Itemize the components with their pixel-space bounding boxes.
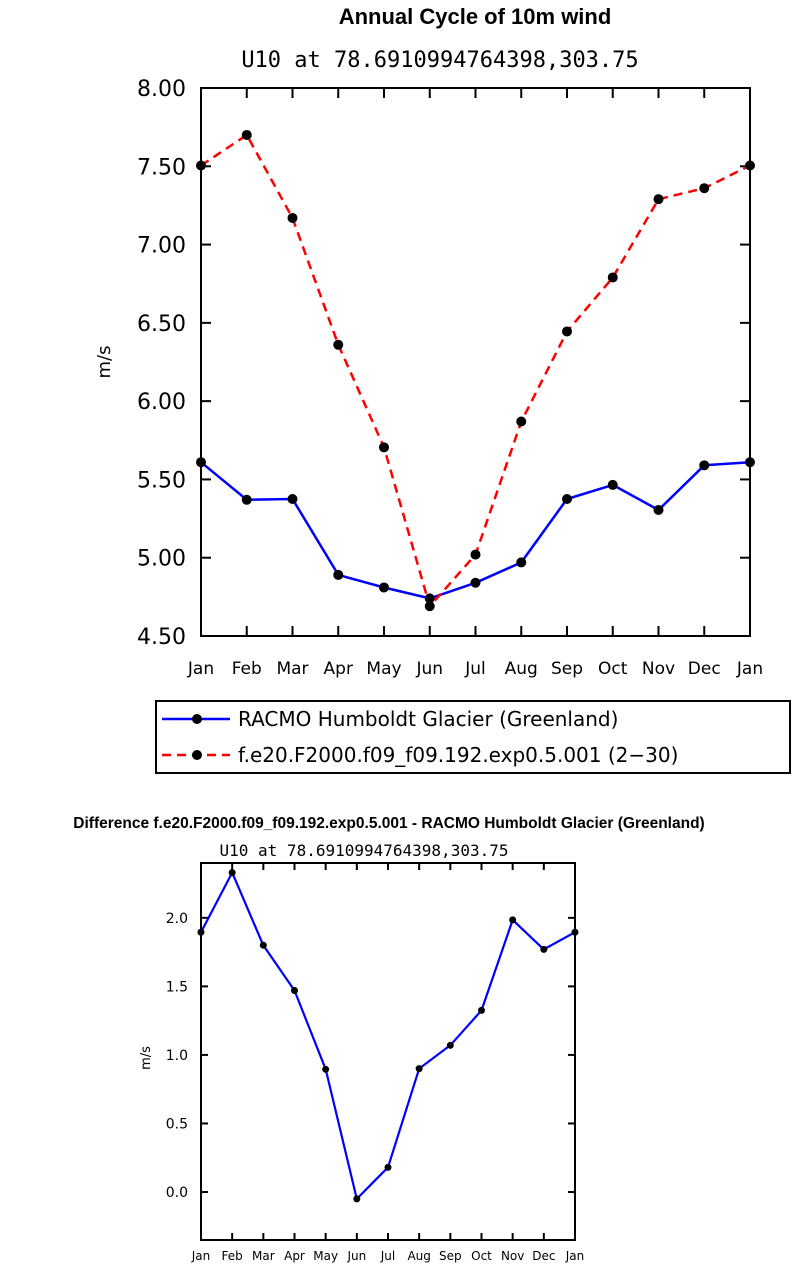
x-tick-label: Feb [232, 659, 262, 679]
data-point [353, 1195, 361, 1203]
x-tick-label: Jun [415, 659, 443, 679]
y-axis-label: m/s [94, 346, 115, 379]
x-tick-label: Aug [407, 1249, 430, 1263]
series-group [197, 869, 579, 1203]
x-tick-label: Apr [284, 1249, 305, 1263]
data-point [322, 1065, 330, 1073]
x-tick-label: Jan [736, 659, 763, 679]
data-point [470, 577, 481, 588]
plot-frame [200, 862, 576, 1241]
data-point [470, 549, 481, 560]
series-line [200, 133, 751, 608]
data-point [384, 1163, 392, 1171]
data-point [228, 869, 236, 877]
data-point [699, 460, 710, 471]
data-point [607, 272, 618, 283]
data-point [653, 504, 664, 515]
y-tick-label: 6.00 [137, 390, 186, 415]
x-tick-label: Mar [276, 659, 308, 679]
data-point [424, 593, 435, 604]
y-tick-label: 0.0 [166, 1185, 188, 1201]
axis-ticks [200, 863, 576, 1240]
x-tick-label: Nov [642, 659, 675, 679]
y-tick-label: 7.00 [137, 234, 186, 259]
y-tick-label: 7.50 [137, 155, 186, 180]
legend-marker-model [192, 750, 202, 760]
x-tick-label: Feb [222, 1249, 243, 1263]
x-tick-label: Sep [551, 659, 583, 679]
y-tick-labels: 4.50 5.00 5.50 6.00 6.50 7.00 7.50 8.00 [137, 77, 186, 650]
y-tick-label: 5.50 [137, 468, 186, 493]
x-tick-label: Aug [505, 659, 538, 679]
difference-chart: Difference f.e20.F2000.f09_f09.192.exp0.… [73, 815, 704, 1263]
data-point [287, 212, 298, 223]
chart-subtitle: U10 at 78.6910994764398,303.75 [241, 48, 638, 73]
y-tick-label: 1.0 [166, 1048, 188, 1064]
axis-ticks [200, 87, 751, 637]
y-tick-labels: 0.0 0.5 1.0 1.5 2.0 [166, 911, 188, 1201]
data-point [241, 494, 252, 505]
series-line [200, 871, 576, 1201]
x-tick-label: Nov [501, 1249, 524, 1263]
x-tick-label: Jan [191, 1249, 211, 1263]
annual-cycle-chart: Annual Cycle of 10m wind U10 at 78.69109… [94, 4, 763, 679]
y-tick-label: 1.5 [166, 979, 188, 995]
data-point [446, 1041, 454, 1049]
data-point [287, 494, 298, 504]
data-point [699, 183, 710, 194]
x-tick-label: Jul [464, 659, 486, 679]
x-tick-label: Jan [565, 1249, 585, 1263]
data-point [259, 941, 267, 949]
y-tick-label: 8.00 [137, 77, 186, 102]
y-tick-label: 4.50 [137, 625, 186, 650]
data-point [540, 945, 548, 953]
data-point [653, 194, 664, 205]
plot-frame [200, 87, 751, 637]
data-point [379, 442, 389, 453]
y-tick-label: 5.00 [137, 547, 186, 572]
data-point [607, 479, 618, 490]
data-point [478, 1006, 485, 1014]
data-point [509, 916, 517, 924]
data-point [516, 557, 527, 568]
x-tick-label: Apr [324, 659, 353, 679]
x-tick-label: Sep [439, 1249, 462, 1263]
x-tick-label: Oct [471, 1249, 492, 1263]
x-tick-label: Mar [252, 1249, 275, 1263]
data-point [333, 339, 344, 350]
data-point [333, 569, 344, 580]
legend: RACMO Humboldt Glacier (Greenland) f.e20… [155, 700, 791, 774]
x-tick-labels: Jan Feb Mar Apr May Jun Jul Aug Sep Oct Nov Dec Jan [191, 1249, 585, 1263]
x-tick-label: Oct [598, 659, 628, 679]
legend-label-racmo: RACMO Humboldt Glacier (Greenland) [238, 707, 618, 731]
chart-title: Difference f.e20.F2000.f09_f09.192.exp0.… [73, 815, 704, 832]
data-point [562, 494, 572, 504]
x-tick-label: Jun [346, 1249, 366, 1263]
y-axis-label: m/s [139, 1046, 154, 1070]
legend-label-model: f.e20.F2000.f09_f09.192.exp0.5.001 (2−30… [238, 743, 678, 767]
data-point [562, 326, 572, 337]
y-tick-label: 0.5 [166, 1116, 188, 1132]
x-tick-label: Dec [532, 1249, 555, 1263]
legend-marker-racmo [192, 714, 202, 724]
data-point [516, 416, 527, 427]
x-tick-label: May [366, 659, 401, 679]
legend-box [155, 700, 791, 774]
x-tick-label: Jul [380, 1249, 395, 1263]
x-tick-label: Jan [187, 659, 214, 679]
chart-subtitle: U10 at 78.6910994764398,303.75 [220, 841, 509, 860]
x-tick-label: May [313, 1249, 338, 1263]
data-point [424, 601, 435, 612]
series-group [196, 129, 755, 612]
y-tick-label: 6.50 [137, 312, 186, 337]
data-point [379, 582, 389, 593]
y-tick-label: 2.0 [166, 911, 188, 927]
data-point [241, 129, 252, 140]
chart-title: Annual Cycle of 10m wind [339, 4, 612, 29]
x-tick-labels: Jan Feb Mar Apr May Jun Jul Aug Sep Oct Nov Dec Jan [187, 659, 763, 679]
data-point [415, 1065, 423, 1073]
x-tick-label: Dec [688, 659, 721, 679]
data-point [291, 986, 298, 994]
